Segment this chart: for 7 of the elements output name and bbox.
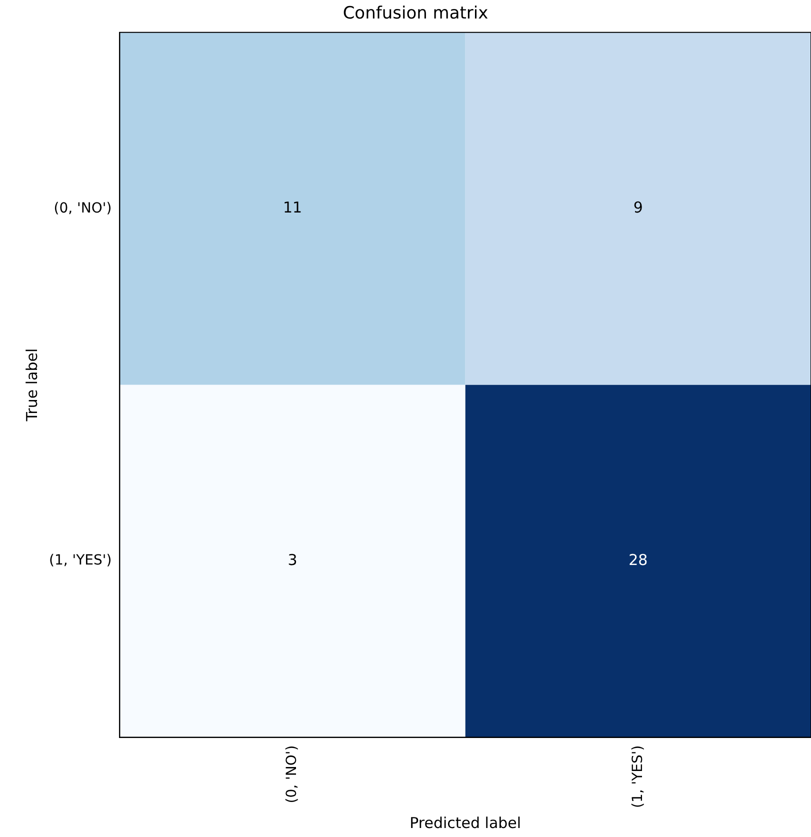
x-axis-title: Predicted label xyxy=(410,814,522,832)
data-label: 3 xyxy=(288,550,298,569)
data-label: 9 xyxy=(633,198,643,217)
data-label: 11 xyxy=(282,198,302,217)
chart-title: Confusion matrix xyxy=(342,4,488,24)
y-axis-title: True label xyxy=(22,348,41,422)
data-label: 28 xyxy=(628,550,648,569)
